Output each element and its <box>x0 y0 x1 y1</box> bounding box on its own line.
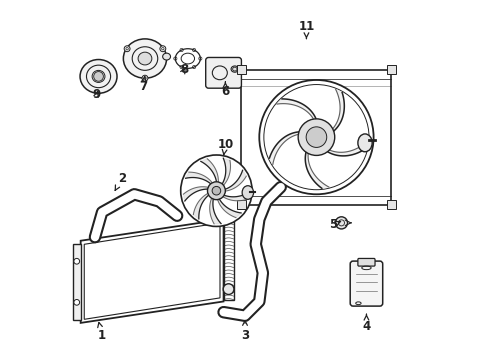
Circle shape <box>212 186 220 195</box>
Ellipse shape <box>138 52 152 65</box>
Polygon shape <box>73 244 81 320</box>
Ellipse shape <box>123 39 167 78</box>
Ellipse shape <box>242 186 253 199</box>
FancyBboxPatch shape <box>206 58 242 88</box>
Bar <box>237 65 245 74</box>
Ellipse shape <box>80 59 117 93</box>
Ellipse shape <box>231 66 239 72</box>
Polygon shape <box>333 89 344 131</box>
Bar <box>387 201 396 209</box>
Polygon shape <box>84 223 220 319</box>
Text: 9: 9 <box>93 88 101 101</box>
Text: 1: 1 <box>98 323 106 342</box>
FancyBboxPatch shape <box>350 261 383 306</box>
Ellipse shape <box>358 134 372 152</box>
Polygon shape <box>201 159 219 182</box>
Polygon shape <box>210 199 221 224</box>
Circle shape <box>181 155 252 226</box>
Circle shape <box>126 48 128 50</box>
Circle shape <box>74 300 79 305</box>
Text: 10: 10 <box>217 139 233 155</box>
Circle shape <box>306 127 327 148</box>
Ellipse shape <box>92 70 105 82</box>
Circle shape <box>74 258 79 264</box>
Circle shape <box>223 284 234 294</box>
Circle shape <box>298 119 335 156</box>
Polygon shape <box>277 99 316 118</box>
Polygon shape <box>328 141 368 156</box>
Polygon shape <box>223 192 249 201</box>
Circle shape <box>124 46 130 52</box>
Polygon shape <box>270 132 298 165</box>
Circle shape <box>335 217 347 229</box>
FancyBboxPatch shape <box>358 258 375 266</box>
Polygon shape <box>218 199 241 217</box>
Bar <box>387 65 396 74</box>
Text: 11: 11 <box>298 20 315 39</box>
Polygon shape <box>222 158 230 185</box>
Ellipse shape <box>163 53 171 60</box>
Polygon shape <box>81 219 223 323</box>
Text: 8: 8 <box>180 63 188 76</box>
Text: 5: 5 <box>329 218 341 231</box>
Polygon shape <box>186 172 212 184</box>
Circle shape <box>162 48 164 50</box>
Polygon shape <box>305 153 329 188</box>
Text: 6: 6 <box>221 82 229 98</box>
Text: 2: 2 <box>115 172 126 190</box>
Circle shape <box>207 182 225 200</box>
Text: 3: 3 <box>241 321 249 342</box>
Polygon shape <box>225 170 246 191</box>
Circle shape <box>142 75 148 81</box>
Bar <box>237 201 245 209</box>
Circle shape <box>160 46 166 52</box>
Text: 4: 4 <box>362 314 370 333</box>
Polygon shape <box>183 187 208 201</box>
Text: 7: 7 <box>139 77 147 93</box>
Circle shape <box>144 77 146 79</box>
Circle shape <box>94 72 103 81</box>
Bar <box>242 69 392 204</box>
Polygon shape <box>194 194 208 219</box>
Circle shape <box>259 80 373 194</box>
